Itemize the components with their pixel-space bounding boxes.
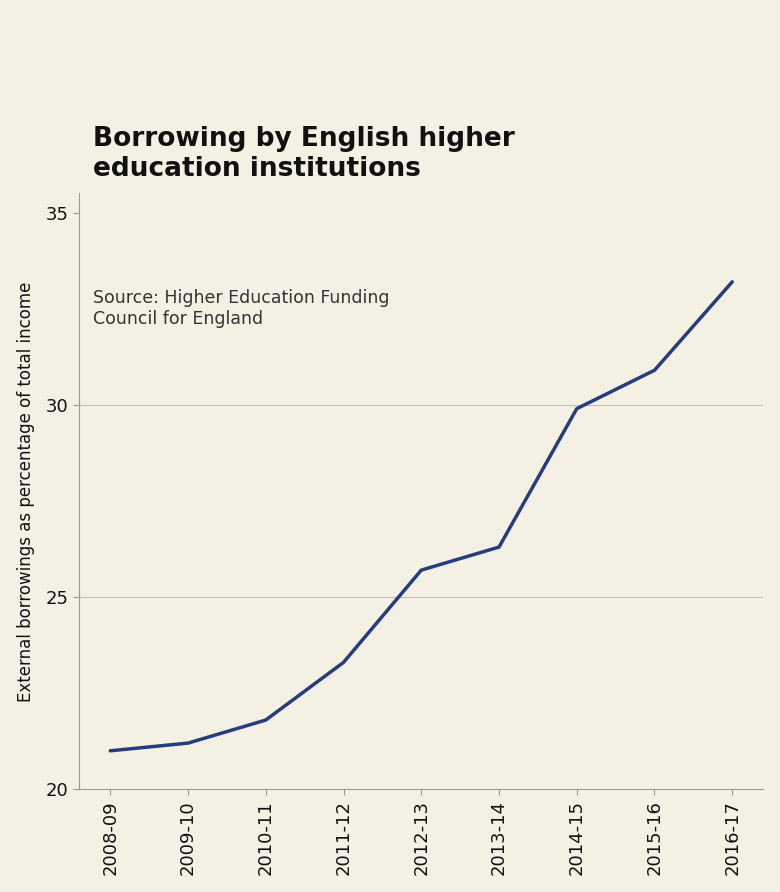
Y-axis label: External borrowings as percentage of total income: External borrowings as percentage of tot…	[16, 281, 34, 701]
Text: Borrowing by English higher
education institutions: Borrowing by English higher education in…	[93, 126, 515, 182]
Text: Source: Higher Education Funding
Council for England: Source: Higher Education Funding Council…	[93, 289, 389, 327]
